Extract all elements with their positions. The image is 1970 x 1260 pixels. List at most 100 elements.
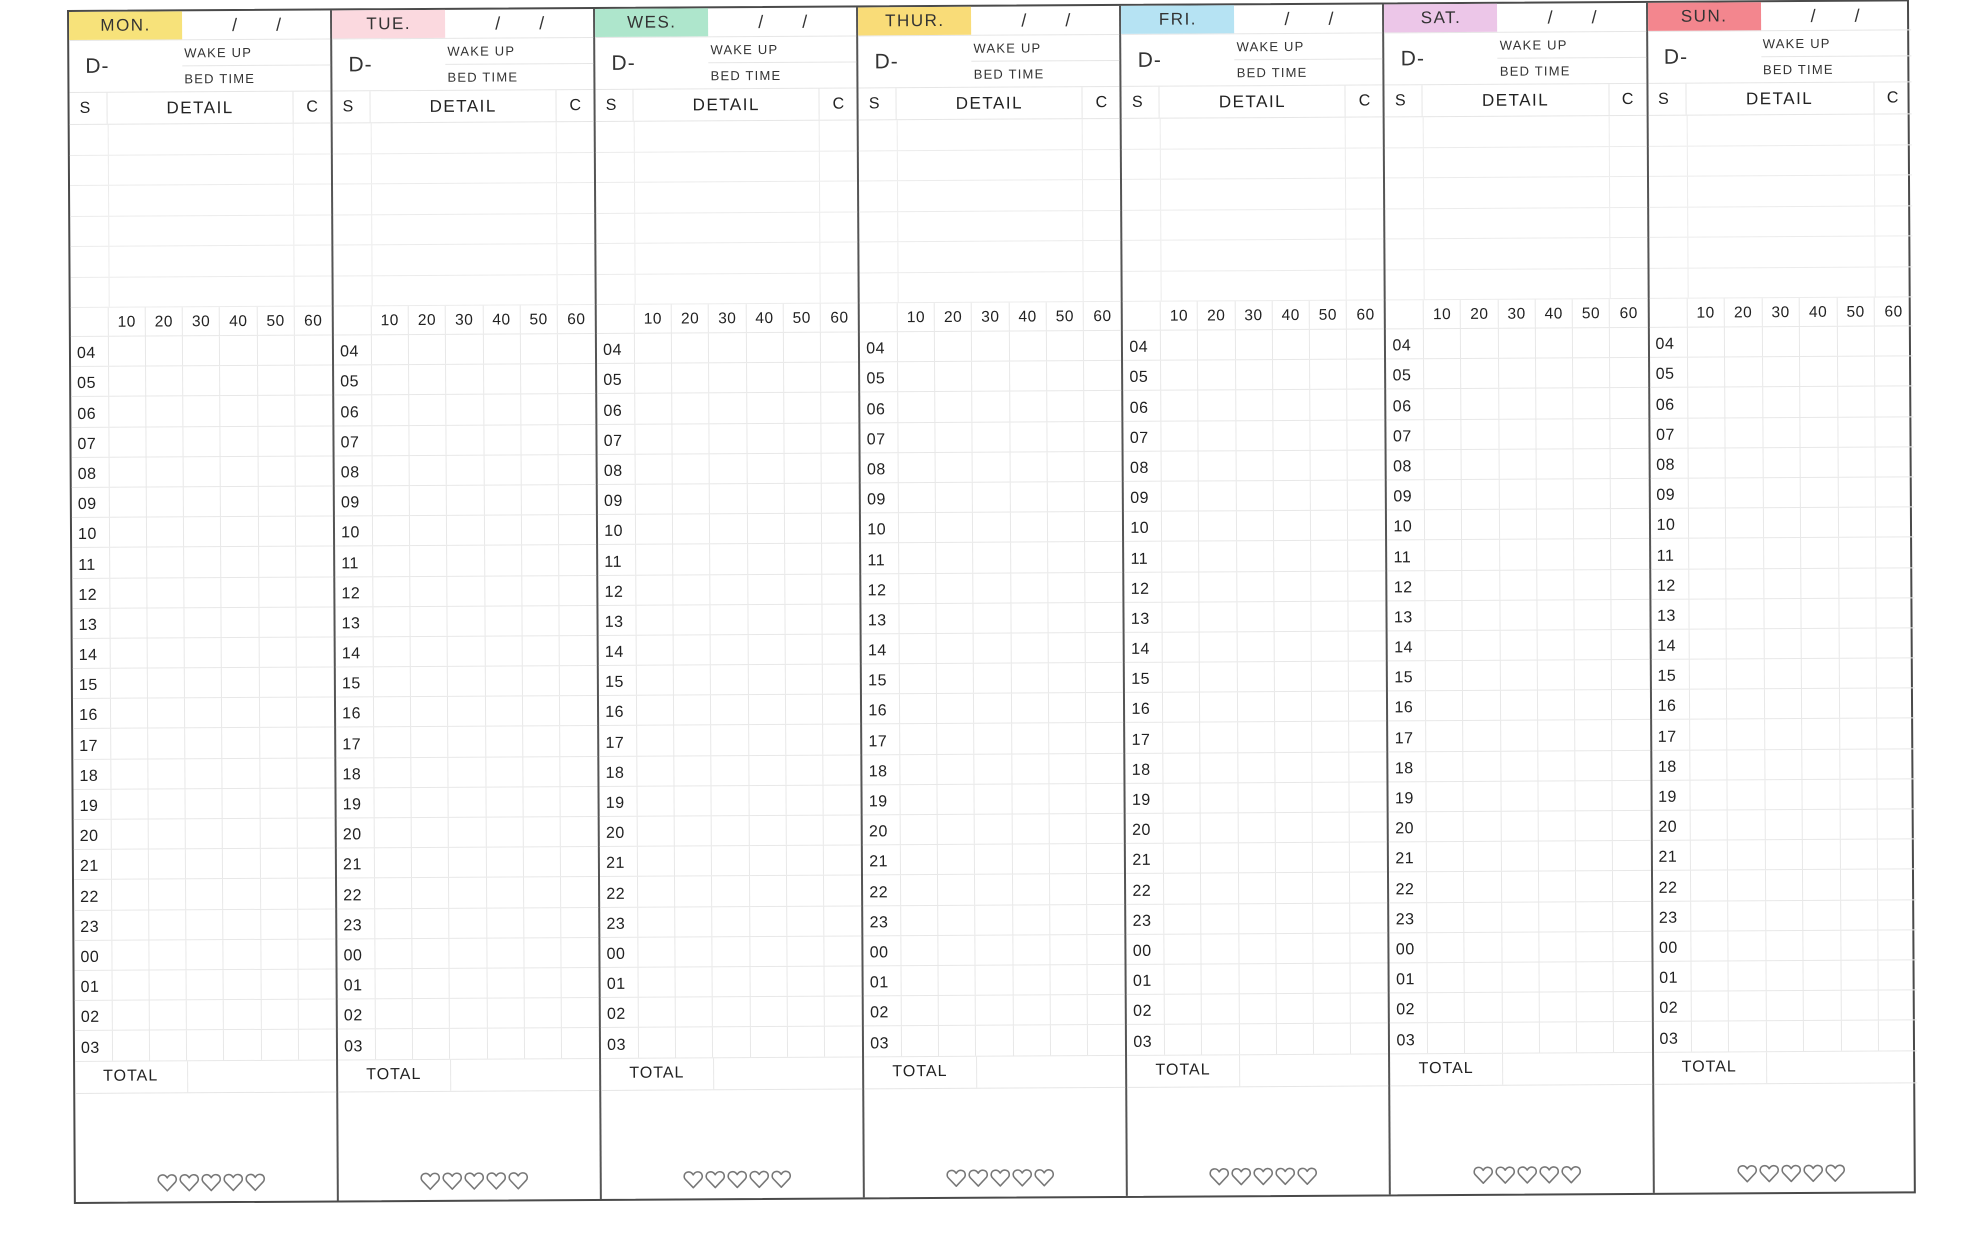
time-slot-cell[interactable] (1201, 843, 1239, 873)
time-slot-cell[interactable] (713, 1027, 751, 1057)
time-slot-cell[interactable] (523, 786, 561, 817)
detail-cell[interactable] (109, 215, 295, 246)
time-slot-cell[interactable] (1613, 871, 1650, 900)
time-slot-cell[interactable] (1613, 841, 1650, 870)
time-slot-cell[interactable] (972, 361, 1010, 392)
bed-time-field[interactable]: BED TIME (710, 67, 782, 84)
detail-cell[interactable] (371, 122, 558, 153)
time-slot-cell[interactable] (111, 819, 149, 849)
time-slot-cell[interactable] (297, 758, 334, 787)
notes-area[interactable] (338, 1090, 600, 1200)
s-cell[interactable] (1385, 117, 1425, 147)
detail-cell[interactable] (372, 274, 558, 306)
time-slot-cell[interactable] (1837, 417, 1876, 447)
time-slot-cell[interactable] (1763, 568, 1802, 598)
time-slot-cell[interactable] (483, 424, 522, 455)
time-slot-cell[interactable] (260, 848, 298, 879)
time-slot-cell[interactable] (183, 456, 222, 487)
time-slot-cell[interactable] (146, 396, 184, 427)
time-slot-cell[interactable] (1426, 811, 1465, 842)
time-slot-cell[interactable] (709, 393, 747, 423)
time-slot-cell[interactable] (711, 755, 750, 786)
time-slot-cell[interactable] (1877, 658, 1915, 687)
time-slot-cell[interactable] (1426, 661, 1464, 691)
time-slot-cell[interactable] (747, 544, 786, 574)
time-slot-cell[interactable] (1049, 814, 1087, 844)
time-slot-cell[interactable] (636, 695, 675, 726)
time-slot-cell[interactable] (372, 455, 410, 486)
c-checkbox-cell[interactable] (820, 181, 857, 211)
time-slot-cell[interactable] (257, 335, 295, 366)
time-slot-cell[interactable] (1050, 965, 1088, 995)
time-slot-cell[interactable] (372, 516, 411, 546)
time-slot-cell[interactable] (1840, 839, 1879, 870)
time-slot-cell[interactable] (975, 935, 1014, 965)
time-slot-cell[interactable] (1235, 420, 1274, 451)
time-slot-cell[interactable] (1348, 571, 1385, 600)
time-slot-cell[interactable] (635, 484, 674, 514)
time-slot-cell[interactable] (1200, 783, 1239, 813)
time-slot-cell[interactable] (749, 846, 787, 876)
time-slot-cell[interactable] (747, 423, 785, 453)
time-slot-cell[interactable] (1764, 659, 1802, 689)
time-slot-cell[interactable] (1689, 750, 1728, 780)
time-slot-cell[interactable] (901, 905, 939, 935)
time-slot-cell[interactable] (1691, 1021, 1730, 1052)
time-slot-cell[interactable] (1461, 358, 1499, 389)
time-slot-cell[interactable] (521, 424, 559, 455)
time-slot-cell[interactable] (448, 757, 486, 787)
d-day-field[interactable]: D- (611, 51, 636, 75)
time-slot-cell[interactable] (1500, 660, 1538, 691)
time-slot-cell[interactable] (673, 514, 711, 544)
s-cell[interactable] (596, 182, 636, 213)
heart-outline-icon[interactable] (1494, 1165, 1515, 1190)
time-slot-cell[interactable] (637, 725, 675, 756)
c-checkbox-cell[interactable] (1347, 270, 1384, 300)
time-slot-cell[interactable] (825, 997, 862, 1026)
detail-cell[interactable] (1687, 114, 1875, 146)
time-slot-cell[interactable] (111, 879, 150, 910)
time-slot-cell[interactable] (257, 365, 296, 396)
time-slot-cell[interactable] (1499, 539, 1538, 570)
time-slot-cell[interactable] (973, 603, 1012, 633)
c-checkbox-cell[interactable] (1083, 119, 1120, 149)
time-slot-cell[interactable] (747, 574, 786, 604)
time-slot-cell[interactable] (187, 1030, 225, 1060)
time-slot-cell[interactable] (298, 909, 335, 938)
time-slot-cell[interactable] (1165, 1024, 1203, 1055)
time-slot-cell[interactable] (1690, 870, 1729, 901)
time-slot-cell[interactable] (1838, 568, 1877, 598)
time-slot-cell[interactable] (446, 364, 484, 395)
time-slot-cell[interactable] (637, 786, 675, 816)
time-slot-cell[interactable] (372, 546, 411, 576)
time-slot-cell[interactable] (1763, 538, 1802, 568)
time-slot-cell[interactable] (112, 940, 150, 970)
c-checkbox-cell[interactable] (1610, 177, 1647, 207)
time-slot-cell[interactable] (674, 695, 712, 725)
time-slot-cell[interactable] (375, 908, 413, 938)
c-checkbox-cell[interactable] (558, 274, 595, 304)
s-cell[interactable] (596, 243, 636, 274)
time-slot-cell[interactable] (1237, 722, 1276, 752)
c-checkbox-cell[interactable] (294, 245, 331, 275)
d-day-field[interactable]: D- (1137, 48, 1162, 72)
heart-outline-icon[interactable] (1538, 1164, 1559, 1189)
time-slot-cell[interactable] (1726, 659, 1765, 689)
time-slot-cell[interactable] (974, 754, 1013, 784)
c-checkbox-cell[interactable] (1610, 207, 1647, 237)
time-slot-cell[interactable] (447, 576, 485, 606)
time-slot-cell[interactable] (1838, 598, 1877, 628)
time-slot-cell[interactable] (1461, 328, 1499, 359)
time-slot-cell[interactable] (449, 908, 487, 938)
time-slot-cell[interactable] (1313, 963, 1351, 993)
time-slot-cell[interactable] (712, 816, 750, 846)
time-slot-cell[interactable] (1313, 993, 1352, 1024)
date-field[interactable]: / / (1761, 1, 1911, 30)
time-slot-cell[interactable] (673, 665, 712, 695)
time-slot-cell[interactable] (899, 664, 938, 694)
detail-cell[interactable] (1424, 238, 1611, 269)
time-slot-cell[interactable] (1501, 902, 1540, 932)
c-checkbox-cell[interactable] (820, 212, 857, 242)
time-slot-cell[interactable] (1614, 1022, 1651, 1051)
time-slot-cell[interactable] (1498, 328, 1536, 358)
